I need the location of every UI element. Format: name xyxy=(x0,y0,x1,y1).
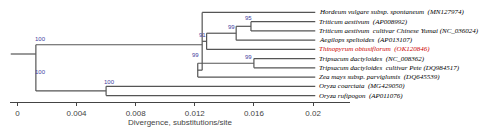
svg-text:0.016: 0.016 xyxy=(244,109,265,118)
svg-text:100: 100 xyxy=(104,79,115,85)
svg-text:Triticum aestivum (AP008992): Triticum aestivum (AP008992) xyxy=(319,18,408,26)
svg-text:0.02: 0.02 xyxy=(305,109,321,118)
svg-text:Triticum aestivum cultivar Ch: Triticum aestivum cultivar Chinese Yumai… xyxy=(319,27,479,35)
svg-text:99: 99 xyxy=(228,24,235,30)
svg-text:0.004: 0.004 xyxy=(67,109,88,118)
svg-text:Tripsacum dactyloides (NC_008: Tripsacum dactyloides (NC_008362) xyxy=(319,55,425,63)
svg-text:Oryza rufipogon (AP011076): Oryza rufipogon (AP011076) xyxy=(319,92,403,100)
svg-text:99: 99 xyxy=(192,52,199,58)
svg-text:100: 100 xyxy=(35,69,46,75)
svg-text:Tripsacum dactyloides cultiva: Tripsacum dactyloides cultivar Pete (DQ9… xyxy=(319,64,460,72)
svg-text:99: 99 xyxy=(245,54,252,60)
svg-text:Thinopyrum obtusiflorum (OK12: Thinopyrum obtusiflorum (OK120846) xyxy=(319,45,430,53)
svg-text:Zea mays subsp. parviglumis (: Zea mays subsp. parviglumis (DQ645539) xyxy=(319,73,440,81)
svg-text:Hordeum vulgare subsp. spontan: Hordeum vulgare subsp. spontaneum (MN127… xyxy=(319,8,464,16)
svg-text:100: 100 xyxy=(35,36,46,42)
svg-text:0: 0 xyxy=(15,109,20,118)
svg-text:Divergence, substitutions/site: Divergence, substitutions/site xyxy=(128,118,233,127)
svg-text:91: 91 xyxy=(199,32,206,38)
svg-text:0.012: 0.012 xyxy=(185,109,206,118)
svg-text:Aegilops speltoides (AP013107: Aegilops speltoides (AP013107) xyxy=(319,36,413,44)
svg-text:0.008: 0.008 xyxy=(126,109,147,118)
svg-text:95: 95 xyxy=(245,15,252,21)
svg-text:Oryza coarctata (MG429050): Oryza coarctata (MG429050) xyxy=(319,82,405,90)
